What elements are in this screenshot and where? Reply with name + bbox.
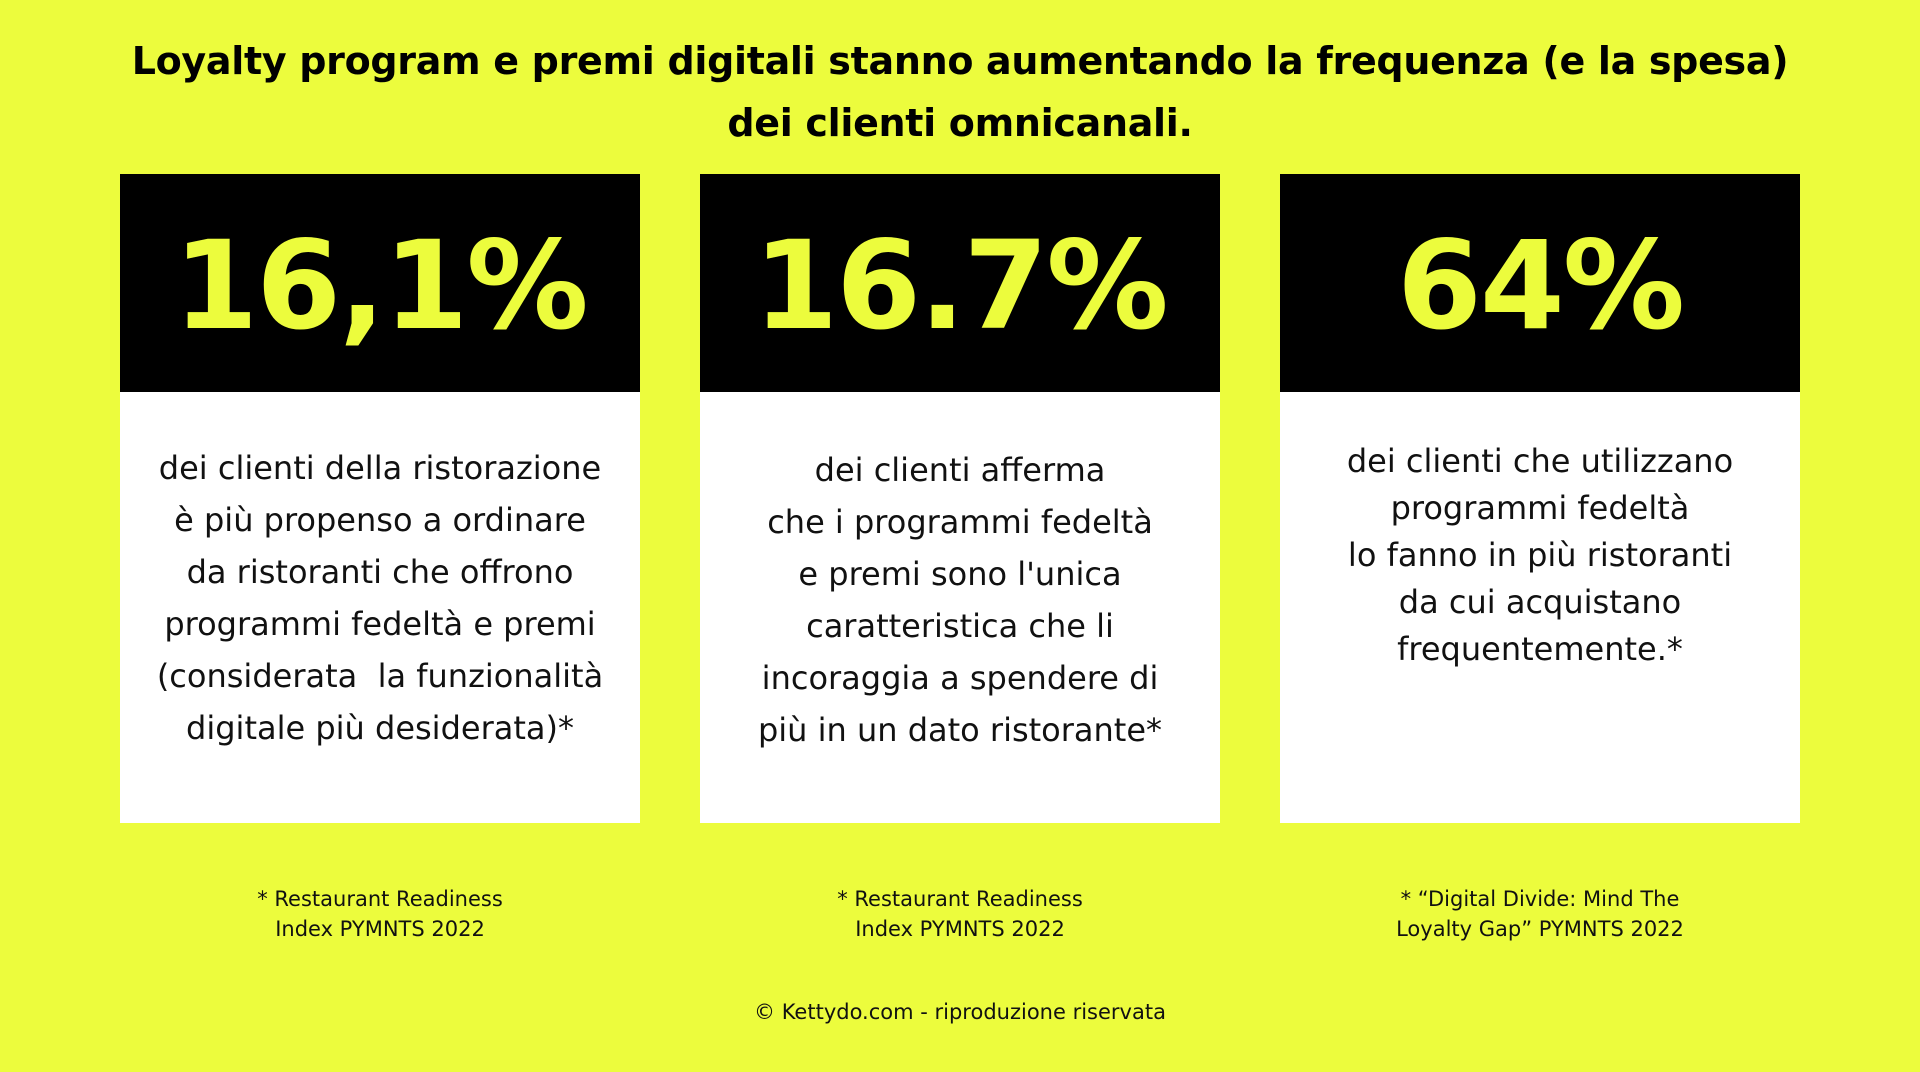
description-line: da ristoranti che offrono — [186, 553, 574, 591]
description-line: programmi fedeltà e premi — [164, 605, 596, 643]
description-line: da cui acquistano — [1398, 583, 1682, 621]
source-line: * Restaurant Readiness — [257, 887, 503, 911]
description-line: più in un dato ristorante* — [757, 711, 1163, 749]
stat-value: 16.7% — [753, 215, 1168, 357]
description-line: dei clienti afferma — [814, 451, 1106, 489]
description-line: e premi sono l'unica — [798, 555, 1122, 593]
title-line-2: dei clienti omnicanali. — [727, 101, 1193, 145]
stat-card-1: 16,1% dei clienti della ristorazione è p… — [120, 174, 640, 823]
title-line-1: Loyalty program e premi digitali stanno … — [131, 39, 1789, 83]
description-line: frequentemente.* — [1397, 630, 1683, 668]
source-note-3: * “Digital Divide: Mind The Loyalty Gap”… — [1280, 884, 1800, 944]
stat-card-2: 16.7% dei clienti afferma che i programm… — [700, 174, 1220, 823]
description-line: programmi fedeltà — [1390, 489, 1690, 527]
description-line: lo fanno in più ristoranti — [1347, 536, 1733, 574]
source-line: Index PYMNTS 2022 — [855, 917, 1065, 941]
copyright-footer: © Kettydo.com - riproduzione riservata — [754, 1000, 1166, 1024]
description-line: dei clienti della ristorazione — [158, 449, 602, 487]
stat-description: dei clienti afferma che i programmi fede… — [700, 392, 1220, 756]
stat-value: 16,1% — [173, 215, 588, 357]
source-note-2: * Restaurant Readiness Index PYMNTS 2022 — [700, 884, 1220, 944]
description-line: è più propenso a ordinare — [174, 501, 586, 539]
stat-card-header: 64% — [1280, 174, 1800, 392]
description-line: incoraggia a spendere di — [761, 659, 1159, 697]
description-line: dei clienti che utilizzano — [1346, 442, 1734, 480]
stat-card-3: 64% dei clienti che utilizzano programmi… — [1280, 174, 1800, 823]
description-line: caratteristica che li — [806, 607, 1114, 645]
stat-description: dei clienti della ristorazione è più pro… — [120, 392, 640, 754]
description-line: che i programmi fedeltà — [767, 503, 1153, 541]
page-title: Loyalty program e premi digitali stanno … — [0, 30, 1920, 154]
stat-description: dei clienti che utilizzano programmi fed… — [1280, 392, 1800, 673]
description-line: (considerata la funzionalità — [156, 657, 604, 695]
stat-card-header: 16.7% — [700, 174, 1220, 392]
stat-value: 64% — [1396, 215, 1685, 357]
source-line: * “Digital Divide: Mind The — [1400, 887, 1680, 911]
source-line: Loyalty Gap” PYMNTS 2022 — [1396, 917, 1684, 941]
source-line: * Restaurant Readiness — [837, 887, 1083, 911]
source-note-1: * Restaurant Readiness Index PYMNTS 2022 — [120, 884, 640, 944]
source-line: Index PYMNTS 2022 — [275, 917, 485, 941]
description-line: digitale più desiderata)* — [186, 709, 574, 747]
stat-card-header: 16,1% — [120, 174, 640, 392]
